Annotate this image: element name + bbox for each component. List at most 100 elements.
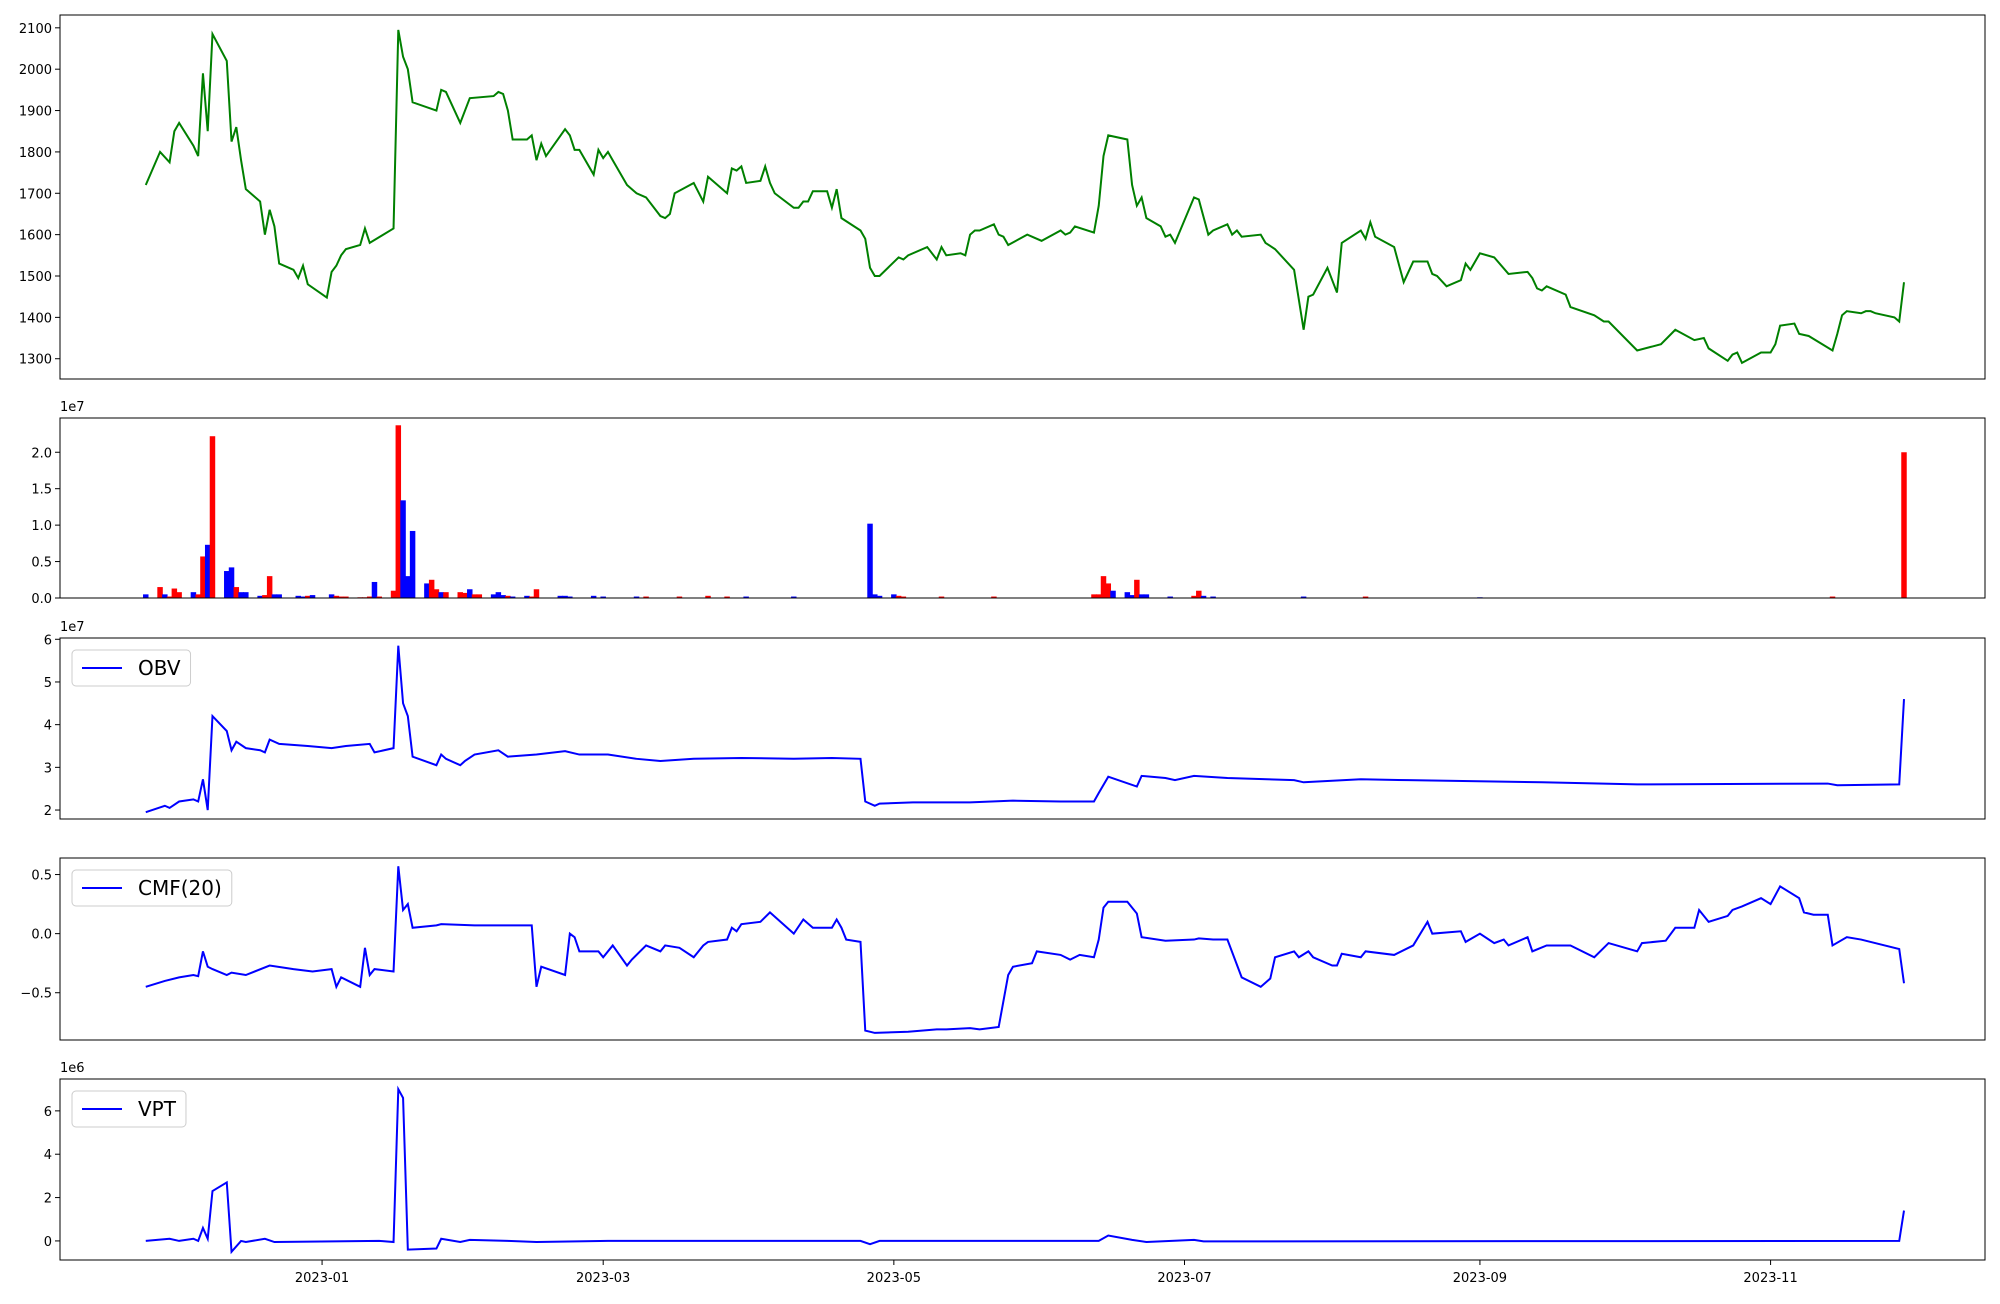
- bar: [366, 596, 373, 598]
- bar: [209, 436, 216, 598]
- bar: [490, 594, 497, 598]
- y-tick-label: 6: [44, 633, 52, 648]
- bar: [509, 596, 516, 598]
- y-tick-label: 5: [44, 676, 52, 691]
- y-tick-label: 4: [44, 719, 52, 734]
- bar: [424, 583, 430, 598]
- y-tick-label: −0.5: [20, 987, 52, 1002]
- y-tick-label: 1600: [19, 229, 52, 244]
- bar: [405, 576, 411, 598]
- bar: [1105, 583, 1112, 598]
- y-tick-label: 1.5: [31, 483, 52, 498]
- bar: [557, 595, 564, 598]
- bar: [743, 596, 749, 598]
- y-tick-label: 3: [44, 761, 52, 776]
- y-tick-label: 1400: [19, 311, 52, 326]
- axes-frame: [59, 14, 1986, 380]
- y-scale-label: 1e7: [60, 400, 85, 415]
- bar: [190, 592, 197, 598]
- y-tick-label: 1700: [19, 187, 52, 202]
- bar: [462, 592, 468, 598]
- x-tick-label: 2023-05: [867, 1271, 921, 1286]
- bar: [338, 596, 344, 598]
- y-tick-label: 0: [44, 1235, 52, 1250]
- bar: [243, 592, 249, 598]
- bar: [676, 596, 683, 598]
- bar: [643, 596, 649, 598]
- bar: [238, 592, 244, 598]
- bar: [476, 594, 483, 598]
- bar: [257, 595, 263, 598]
- y-tick-label: 0.5: [31, 556, 52, 571]
- y-tick-label: 2.0: [31, 446, 52, 461]
- bar: [1210, 596, 1216, 598]
- y-tick-label: 2100: [19, 22, 52, 37]
- legend-label: OBV: [138, 656, 181, 680]
- bar: [533, 589, 540, 598]
- bar: [228, 567, 235, 598]
- y-tick-label: 0.0: [31, 928, 52, 943]
- bar: [204, 544, 211, 598]
- y-tick-label: 1500: [19, 270, 52, 285]
- y-tick-label: 2: [44, 1192, 52, 1207]
- y-tick-label: 0.0: [31, 592, 52, 607]
- bar: [395, 425, 402, 598]
- bar: [495, 592, 502, 598]
- bar: [705, 595, 711, 598]
- bar: [891, 594, 897, 598]
- x-tick-label: 2023-01: [295, 1271, 349, 1286]
- bar: [443, 592, 449, 598]
- bar: [162, 594, 168, 598]
- bar: [1134, 579, 1140, 598]
- bar: [991, 596, 997, 598]
- bar: [1138, 594, 1145, 598]
- bar: [390, 590, 397, 598]
- x-tick-label: 2023-03: [576, 1271, 630, 1286]
- bar: [333, 595, 340, 598]
- bar: [309, 595, 316, 598]
- bar: [1300, 596, 1307, 598]
- bar: [438, 592, 444, 598]
- bar: [400, 500, 406, 598]
- bar: [471, 594, 478, 598]
- bar: [224, 571, 230, 598]
- bar: [376, 596, 382, 598]
- bar: [505, 595, 511, 598]
- bar: [1196, 590, 1202, 598]
- bar: [1095, 594, 1102, 598]
- bar: [590, 595, 597, 598]
- bar: [295, 595, 301, 598]
- bar: [305, 595, 311, 598]
- line: [144, 29, 1905, 365]
- bar: [300, 596, 306, 598]
- bar: [1143, 594, 1150, 598]
- y-tick-label: 6: [44, 1105, 52, 1120]
- bar: [1901, 452, 1907, 598]
- bar: [567, 596, 573, 598]
- bar: [428, 579, 435, 598]
- y-tick-label: 0.5: [31, 869, 52, 884]
- bar: [633, 596, 640, 598]
- bar: [195, 594, 201, 598]
- bar: [1100, 576, 1107, 598]
- bar: [467, 589, 473, 598]
- axes-frame: [59, 637, 1986, 820]
- y-tick-label: 1800: [19, 146, 52, 161]
- legend-box: [71, 869, 233, 907]
- bar: [409, 530, 416, 598]
- bar: [157, 587, 163, 598]
- bar: [562, 595, 568, 598]
- legend-label: VPT: [138, 1097, 177, 1121]
- legend-label: CMF(20): [138, 876, 222, 900]
- x-tick-label: 2023-11: [1743, 1271, 1797, 1286]
- bar: [500, 595, 506, 598]
- line: [145, 866, 1905, 1034]
- bar: [867, 523, 873, 598]
- legend-box: [71, 1090, 187, 1128]
- bar: [1091, 594, 1097, 598]
- y-scale-label: 1e7: [60, 620, 85, 635]
- bar: [1110, 590, 1116, 598]
- bar: [233, 587, 240, 598]
- x-tick-label: 2023-07: [1157, 1271, 1211, 1286]
- bar: [791, 596, 797, 598]
